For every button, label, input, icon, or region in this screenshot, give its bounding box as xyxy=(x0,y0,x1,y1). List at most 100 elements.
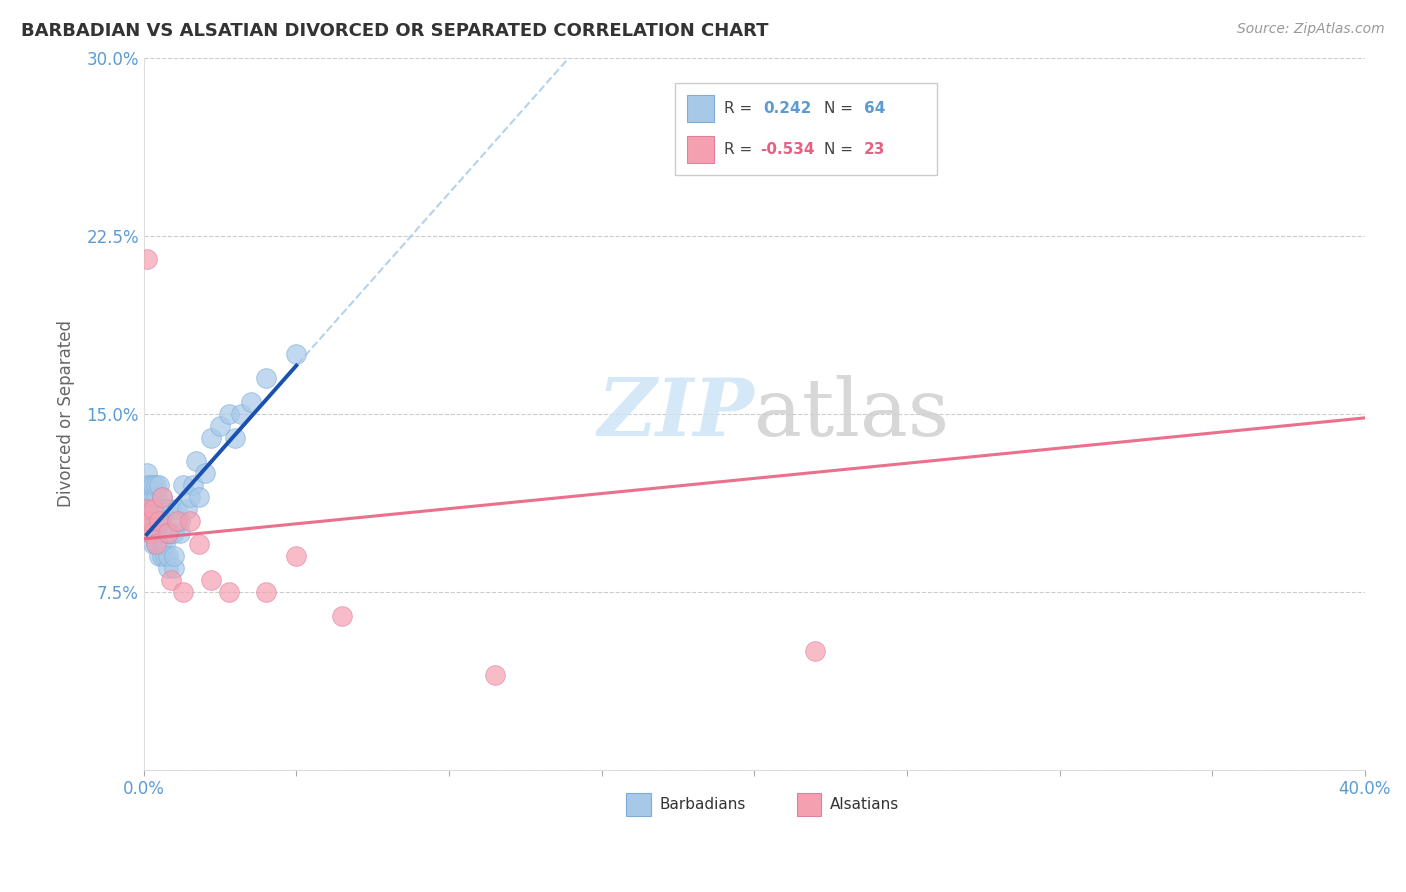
FancyBboxPatch shape xyxy=(797,793,821,816)
FancyBboxPatch shape xyxy=(688,95,714,122)
Point xyxy=(139,514,162,528)
Text: R =: R = xyxy=(724,101,756,116)
Point xyxy=(194,466,217,480)
Point xyxy=(187,537,209,551)
Point xyxy=(150,490,173,504)
Point xyxy=(135,252,157,267)
Point xyxy=(285,347,308,361)
FancyBboxPatch shape xyxy=(688,136,714,163)
Point xyxy=(142,537,165,551)
Point xyxy=(218,407,240,421)
Point xyxy=(148,501,170,516)
FancyBboxPatch shape xyxy=(675,83,938,175)
Point xyxy=(163,525,186,540)
Point xyxy=(150,525,173,540)
Point xyxy=(150,501,173,516)
Text: N =: N = xyxy=(824,101,858,116)
Point xyxy=(135,501,157,516)
Text: Source: ZipAtlas.com: Source: ZipAtlas.com xyxy=(1237,22,1385,37)
Point xyxy=(166,514,188,528)
Point xyxy=(148,549,170,564)
Point xyxy=(169,514,191,528)
Point xyxy=(139,525,162,540)
Point xyxy=(160,501,183,516)
Point xyxy=(148,525,170,540)
Point xyxy=(150,490,173,504)
Point xyxy=(160,573,183,587)
Point xyxy=(157,525,180,540)
Point xyxy=(145,478,167,492)
Point xyxy=(135,514,157,528)
Point xyxy=(218,585,240,599)
Point xyxy=(148,514,170,528)
Text: 64: 64 xyxy=(865,101,886,116)
Point xyxy=(224,431,246,445)
Point xyxy=(142,525,165,540)
Point xyxy=(135,478,157,492)
Point xyxy=(176,501,198,516)
Point xyxy=(142,478,165,492)
FancyBboxPatch shape xyxy=(626,793,651,816)
Point xyxy=(145,514,167,528)
Point xyxy=(200,573,222,587)
Point xyxy=(231,407,253,421)
Point xyxy=(145,501,167,516)
Text: R =: R = xyxy=(724,142,756,157)
Point xyxy=(148,478,170,492)
Point xyxy=(163,561,186,575)
Point xyxy=(172,478,194,492)
Point xyxy=(153,537,176,551)
Point xyxy=(139,501,162,516)
Point xyxy=(865,157,887,171)
Point xyxy=(184,454,207,468)
Text: BARBADIAN VS ALSATIAN DIVORCED OR SEPARATED CORRELATION CHART: BARBADIAN VS ALSATIAN DIVORCED OR SEPARA… xyxy=(21,22,769,40)
Text: Barbadians: Barbadians xyxy=(659,797,745,812)
Text: ZIP: ZIP xyxy=(598,375,754,452)
Point xyxy=(187,490,209,504)
Point xyxy=(330,608,353,623)
Point xyxy=(150,549,173,564)
Point xyxy=(169,525,191,540)
Text: N =: N = xyxy=(824,142,858,157)
Point xyxy=(139,525,162,540)
Point xyxy=(135,514,157,528)
Point xyxy=(150,537,173,551)
Point xyxy=(209,418,232,433)
Point xyxy=(254,585,277,599)
Point xyxy=(139,514,162,528)
Point xyxy=(148,514,170,528)
Point xyxy=(179,514,201,528)
Text: atlas: atlas xyxy=(754,375,949,453)
Point xyxy=(145,490,167,504)
Point xyxy=(153,525,176,540)
Point xyxy=(153,549,176,564)
Point xyxy=(142,501,165,516)
Point xyxy=(145,525,167,540)
Point xyxy=(148,537,170,551)
Point xyxy=(254,371,277,385)
Point xyxy=(285,549,308,564)
Point xyxy=(142,514,165,528)
Y-axis label: Divorced or Separated: Divorced or Separated xyxy=(58,320,75,508)
Point xyxy=(145,537,167,551)
Point xyxy=(239,395,262,409)
Point xyxy=(484,668,506,682)
Point xyxy=(157,549,180,564)
Point xyxy=(135,490,157,504)
Text: -0.534: -0.534 xyxy=(761,142,815,157)
Point xyxy=(157,525,180,540)
Text: 23: 23 xyxy=(865,142,886,157)
Text: Alsatians: Alsatians xyxy=(830,797,900,812)
Point xyxy=(160,525,183,540)
Point xyxy=(139,478,162,492)
Point xyxy=(150,514,173,528)
Point xyxy=(153,501,176,516)
Point xyxy=(179,490,201,504)
Point xyxy=(804,644,827,658)
Point xyxy=(145,537,167,551)
Point xyxy=(200,431,222,445)
Point xyxy=(139,490,162,504)
Point xyxy=(142,501,165,516)
Point xyxy=(142,490,165,504)
Point xyxy=(157,561,180,575)
